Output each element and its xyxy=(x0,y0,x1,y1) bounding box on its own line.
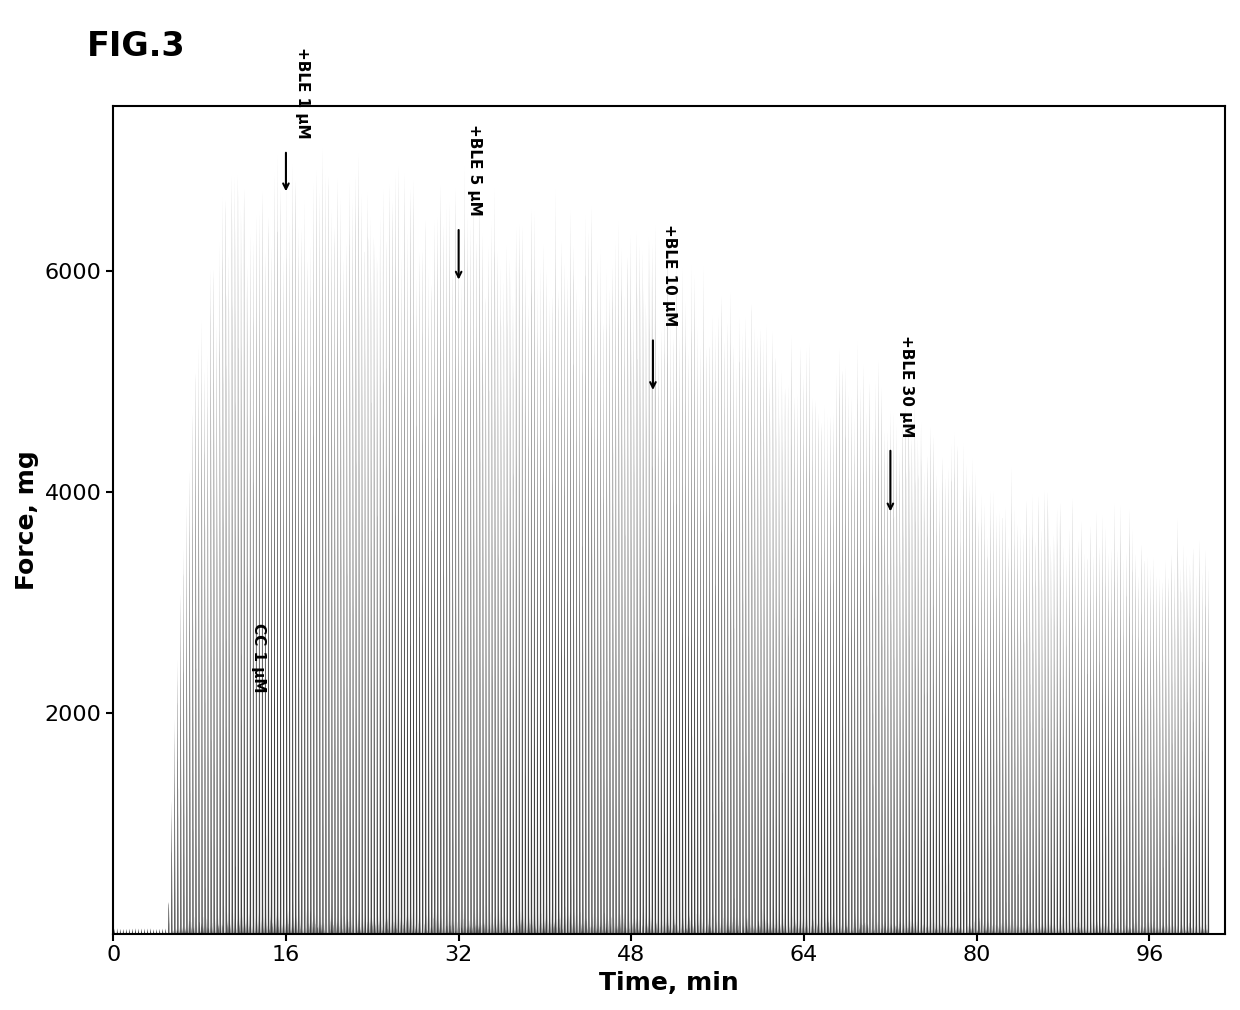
Text: +BLE 10 μM: +BLE 10 μM xyxy=(662,224,677,326)
Text: CC 1 μM: CC 1 μM xyxy=(252,623,267,693)
Text: +BLE 1 μM: +BLE 1 μM xyxy=(295,47,310,139)
Text: +BLE 30 μM: +BLE 30 μM xyxy=(899,334,914,437)
X-axis label: Time, min: Time, min xyxy=(599,971,739,995)
Text: +BLE 5 μM: +BLE 5 μM xyxy=(467,124,482,216)
Y-axis label: Force, mg: Force, mg xyxy=(15,449,38,590)
Text: FIG.3: FIG.3 xyxy=(87,30,186,64)
